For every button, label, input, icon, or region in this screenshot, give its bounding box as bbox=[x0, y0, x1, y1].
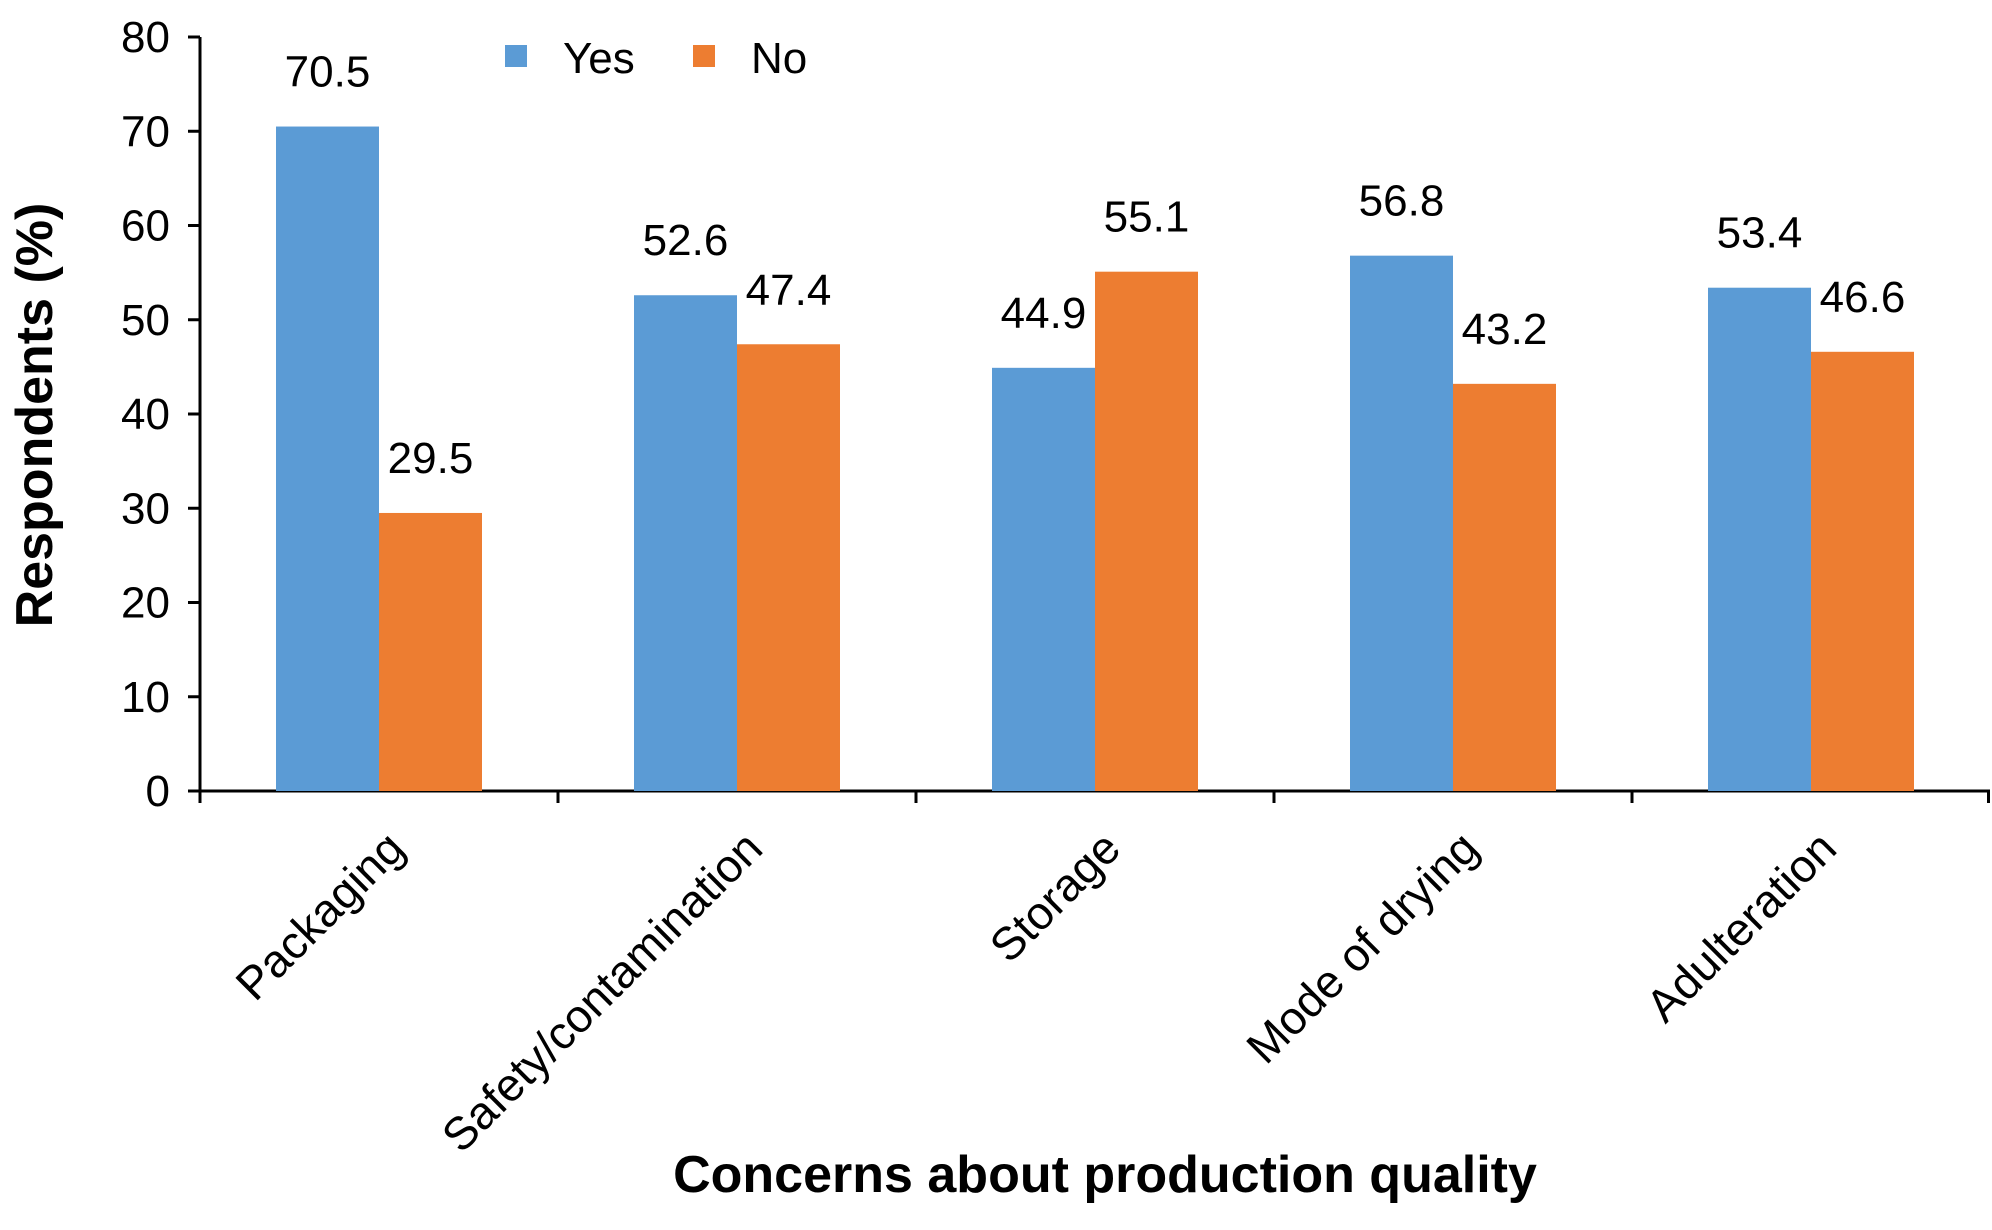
bar-yes-4 bbox=[1350, 255, 1453, 791]
bar-no-3 bbox=[1095, 271, 1198, 791]
bar-no-1 bbox=[379, 512, 482, 791]
bar-yes-2 bbox=[634, 295, 737, 791]
data-label-no-2: 47.4 bbox=[746, 266, 832, 315]
y-tick-label: 30 bbox=[121, 484, 170, 533]
legend: Yes No bbox=[505, 34, 807, 83]
bars bbox=[276, 126, 1914, 792]
category-label-1: Packaging bbox=[225, 821, 414, 1010]
data-label-no-3: 55.1 bbox=[1104, 193, 1190, 242]
category-labels: Packaging Safety/contamination Storage Mode… bbox=[225, 821, 1846, 1162]
legend-label-yes: Yes bbox=[563, 34, 635, 83]
y-tick-label: 60 bbox=[121, 202, 170, 251]
y-tick-label: 40 bbox=[121, 390, 170, 439]
category-label-3: Storage bbox=[979, 821, 1130, 972]
legend-swatch-no bbox=[693, 45, 715, 67]
legend-swatch-yes bbox=[505, 45, 527, 67]
category-label-2: Safety/contamination bbox=[432, 821, 773, 1162]
category-label-5: Adulteration bbox=[1636, 821, 1846, 1031]
y-axis-title: Respondents (%) bbox=[6, 203, 64, 628]
y-tick-label: 50 bbox=[121, 296, 170, 345]
legend-label-no: No bbox=[751, 34, 807, 83]
bar-yes-1 bbox=[276, 126, 379, 792]
data-label-yes-5: 53.4 bbox=[1717, 209, 1803, 258]
y-tick-label: 10 bbox=[121, 673, 170, 722]
data-labels: 70.5 29.5 52.6 47.4 44.9 55.1 56.8 43.2 53.4 46.6 bbox=[285, 48, 1906, 483]
data-label-no-5: 46.6 bbox=[1820, 273, 1906, 322]
category-label-4: Mode of drying bbox=[1236, 821, 1488, 1073]
data-label-yes-4: 56.8 bbox=[1359, 177, 1445, 226]
y-tick-label: 80 bbox=[121, 13, 170, 62]
bar-no-4 bbox=[1453, 383, 1556, 791]
data-label-no-4: 43.2 bbox=[1462, 305, 1548, 354]
y-tick-label: 70 bbox=[121, 107, 170, 156]
y-tick-label: 20 bbox=[121, 579, 170, 628]
bar-no-2 bbox=[737, 344, 840, 791]
data-label-yes-1: 70.5 bbox=[285, 48, 371, 97]
data-label-yes-3: 44.9 bbox=[1001, 289, 1087, 338]
data-label-no-1: 29.5 bbox=[388, 434, 474, 483]
y-tick-label: 0 bbox=[146, 767, 170, 816]
x-axis-title: Concerns about production quality bbox=[673, 1146, 1537, 1204]
x-axis bbox=[198, 789, 1990, 803]
y-axis: 0 10 20 30 40 50 60 70 80 bbox=[121, 13, 202, 816]
data-label-yes-2: 52.6 bbox=[643, 216, 729, 265]
bar-no-5 bbox=[1811, 351, 1914, 791]
bar-yes-3 bbox=[992, 367, 1095, 791]
bar-yes-5 bbox=[1708, 287, 1811, 791]
